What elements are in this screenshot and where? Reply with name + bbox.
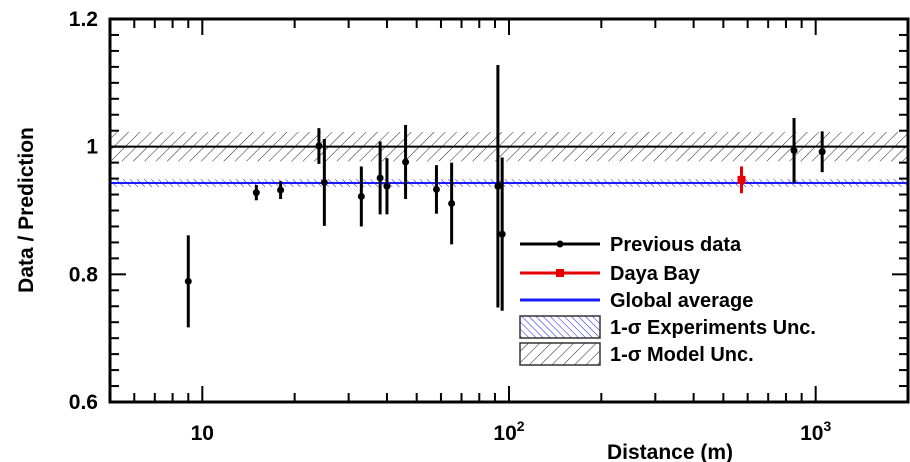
data-point	[320, 139, 328, 226]
legend: Previous data Daya Bay Global average 1-σ E…	[519, 234, 816, 366]
legend-entry: Global average	[520, 290, 753, 312]
legend-label: Global average	[610, 290, 753, 312]
data-point	[376, 141, 384, 215]
plot-frame	[108, 17, 910, 404]
legend-swatch	[519, 315, 601, 339]
y-tick-label: 0.6	[69, 391, 98, 414]
legend-label: Daya Bay	[610, 263, 701, 285]
data-point	[818, 131, 826, 173]
marker-circle	[448, 199, 456, 207]
legend-label: Previous data	[610, 234, 742, 256]
marker-circle	[315, 142, 323, 150]
x-tick-label: 103	[800, 418, 831, 445]
data-point	[277, 181, 285, 200]
data-point	[737, 166, 746, 194]
data-point	[184, 235, 192, 328]
marker-circle	[498, 230, 506, 238]
legend-entry: 1-σ Experiments Unc.	[519, 315, 816, 339]
y-tick-label: 0.8	[69, 263, 99, 286]
marker-circle	[494, 182, 502, 190]
marker-circle	[252, 189, 260, 197]
marker-circle	[277, 186, 285, 194]
x-tick-label: 102	[493, 418, 524, 445]
marker-circle	[184, 277, 192, 285]
marker-circle	[818, 148, 826, 156]
marker-circle	[357, 192, 365, 200]
data-point	[383, 158, 391, 215]
data-point	[790, 117, 798, 184]
axis-ticks	[109, 18, 909, 403]
marker-circle	[376, 174, 384, 182]
data-point	[494, 64, 502, 308]
x-tick-label: 10	[191, 422, 214, 445]
marker-circle	[402, 158, 410, 166]
y-tick-label: 1	[86, 136, 98, 159]
data-point	[252, 184, 260, 201]
y-axis-title: Data / Prediction	[15, 127, 38, 293]
data-point	[315, 128, 323, 164]
legend-entry: Previous data	[520, 234, 742, 256]
legend-label: 1-σ Model Unc.	[610, 344, 754, 366]
marker-circle	[790, 146, 798, 154]
legend-swatch	[519, 342, 601, 366]
marker-circle	[432, 185, 440, 193]
marker-circle	[383, 182, 391, 190]
data-point	[402, 124, 410, 200]
marker-square	[737, 175, 746, 184]
marker-circle	[320, 178, 328, 186]
data-points	[184, 64, 826, 328]
data-point	[357, 166, 365, 227]
x-axis-title: Distance (m)	[607, 441, 733, 462]
legend-entry: 1-σ Model Unc.	[519, 342, 754, 366]
legend-marker	[556, 269, 564, 277]
data-point	[432, 165, 440, 214]
legend-entry: Daya Bay	[520, 263, 701, 285]
legend-label: 1-σ Experiments Unc.	[610, 317, 816, 339]
y-tick-label: 1.2	[69, 8, 98, 31]
legend-marker	[556, 240, 564, 248]
tick-labels: 0.6 0.8 1 1.2 10 102 103	[69, 8, 832, 445]
data-point	[448, 162, 456, 245]
data-point	[498, 157, 506, 311]
